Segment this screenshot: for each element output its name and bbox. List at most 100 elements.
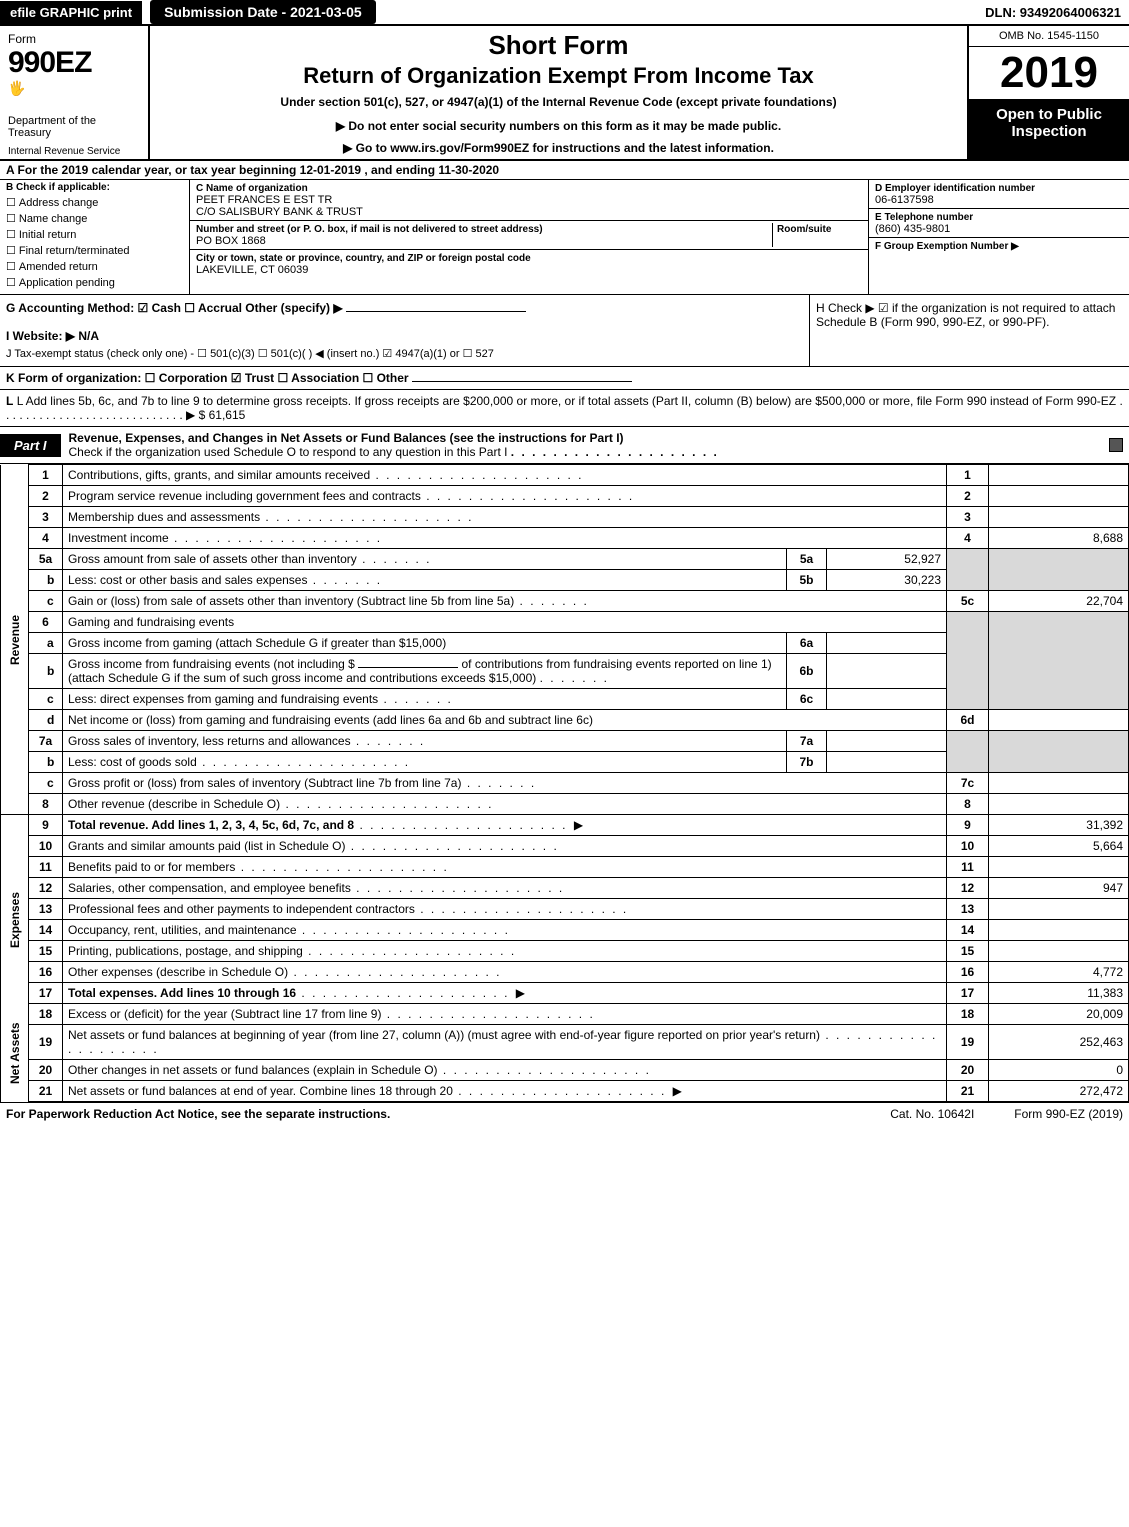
omb-number: OMB No. 1545-1150 [969, 26, 1129, 47]
row-k-form-org: K Form of organization: ☐ Corporation ☑ … [0, 367, 1129, 390]
line-5a-num: 5a [29, 549, 63, 570]
part-1-subtitle: Check if the organization used Schedule … [69, 445, 508, 459]
org-name-line2: C/O SALISBURY BANK & TRUST [196, 206, 363, 218]
line-5a-mini: 5a [787, 549, 827, 570]
line-7a-num: 7a [29, 731, 63, 752]
line-19-num: 19 [29, 1025, 63, 1060]
line-17-box: 17 [947, 983, 989, 1004]
line-6a-num: a [29, 633, 63, 654]
line-3-desc: Membership dues and assessments [68, 510, 473, 524]
line-17-desc: Total expenses. Add lines 10 through 16 [68, 986, 296, 1000]
form-header: Form 990EZ 🖐 Department of the Treasury … [0, 26, 1129, 161]
line-7b-num: b [29, 752, 63, 773]
chk-application-pending[interactable]: Application pending [6, 276, 183, 289]
dln-text: DLN: 93492064006321 [977, 1, 1129, 24]
phone-value: (860) 435-9801 [875, 223, 950, 235]
row-5b: b Less: cost or other basis and sales ex… [1, 570, 1129, 591]
line-5c-val: 22,704 [989, 591, 1129, 612]
line-7a-desc: Gross sales of inventory, less returns a… [68, 734, 425, 748]
chk-amended-return[interactable]: Amended return [6, 260, 183, 273]
chk-name-change[interactable]: Name change [6, 212, 183, 225]
page-footer: For Paperwork Reduction Act Notice, see … [0, 1102, 1129, 1125]
line-3-num: 3 [29, 507, 63, 528]
city-value: LAKEVILLE, CT 06039 [196, 264, 308, 276]
do-not-enter-text: ▶ Do not enter social security numbers o… [160, 119, 957, 133]
line-6a-mv [827, 633, 947, 654]
line-15-val [989, 941, 1129, 962]
line-2-val [989, 486, 1129, 507]
group-exemption-label: F Group Exemption Number ▶ [875, 241, 1019, 252]
org-name: PEET FRANCES E EST TR [196, 194, 332, 206]
row-1: Revenue 1 Contributions, gifts, grants, … [1, 465, 1129, 486]
chk-initial-return[interactable]: Initial return [6, 228, 183, 241]
row-4: 4 Investment income 4 8,688 [1, 528, 1129, 549]
accounting-method: G Accounting Method: ☑ Cash ☐ Accrual Ot… [6, 301, 343, 315]
row-7c: c Gross profit or (loss) from sales of i… [1, 773, 1129, 794]
line-4-box: 4 [947, 528, 989, 549]
line-19-val: 252,463 [989, 1025, 1129, 1060]
line-6b-num: b [29, 654, 63, 689]
line-2-desc: Program service revenue including govern… [68, 489, 634, 503]
row-10: Expenses 10 Grants and similar amounts p… [1, 836, 1129, 857]
city-label: City or town, state or province, country… [196, 253, 531, 264]
line-5a-mv: 52,927 [827, 549, 947, 570]
line-1-val [989, 465, 1129, 486]
line-7b-mv [827, 752, 947, 773]
line-11-val [989, 857, 1129, 878]
open-to-public-badge: Open to Public Inspection [969, 100, 1129, 159]
line-18-val: 20,009 [989, 1004, 1129, 1025]
line-5b-mv: 30,223 [827, 570, 947, 591]
org-name-block: C Name of organization PEET FRANCES E ES… [190, 180, 868, 221]
row-2: 2 Program service revenue including gove… [1, 486, 1129, 507]
line-4-desc: Investment income [68, 531, 382, 545]
chk-final-return[interactable]: Final return/terminated [6, 244, 183, 257]
line-21-num: 21 [29, 1081, 63, 1102]
row-9: 9 Total revenue. Add lines 1, 2, 3, 4, 5… [1, 815, 1129, 836]
row-6b: b Gross income from fundraising events (… [1, 654, 1129, 689]
chk-address-change[interactable]: Address change [6, 196, 183, 209]
line-21-val: 272,472 [989, 1081, 1129, 1102]
street-label: Number and street (or P. O. box, if mail… [196, 224, 543, 235]
line-6d-box: 6d [947, 710, 989, 731]
street-value: PO BOX 1868 [196, 235, 266, 247]
line-11-box: 11 [947, 857, 989, 878]
footer-catno: Cat. No. 10642I [890, 1107, 974, 1121]
line-5b-mini: 5b [787, 570, 827, 591]
row-12: 12 Salaries, other compensation, and emp… [1, 878, 1129, 899]
line-13-val [989, 899, 1129, 920]
line-4-val: 8,688 [989, 528, 1129, 549]
group-exemption-block: F Group Exemption Number ▶ [869, 238, 1129, 254]
part-1-checkbox[interactable] [1109, 438, 1123, 452]
line-6c-mv [827, 689, 947, 710]
row-g-h: G Accounting Method: ☑ Cash ☐ Accrual Ot… [0, 295, 1129, 367]
line-9-val: 31,392 [989, 815, 1129, 836]
header-right: OMB No. 1545-1150 2019 Open to Public In… [969, 26, 1129, 159]
line-a-tax-year: A For the 2019 calendar year, or tax yea… [0, 161, 1129, 180]
row-h: H Check ▶ ☑ if the organization is not r… [809, 295, 1129, 366]
line-18-box: 18 [947, 1004, 989, 1025]
row-l-gross-receipts: L L Add lines 5b, 6c, and 7b to line 9 t… [0, 390, 1129, 427]
line-7a-mini: 7a [787, 731, 827, 752]
line-14-num: 14 [29, 920, 63, 941]
part-1-badge: Part I [0, 434, 61, 457]
h-check-text: H Check ▶ ☑ if the organization is not r… [816, 301, 1115, 329]
footer-form: Form 990-EZ (2019) [1014, 1107, 1123, 1121]
line-6d-val [989, 710, 1129, 731]
shade-5v [989, 549, 1129, 570]
row-8: 8 Other revenue (describe in Schedule O)… [1, 794, 1129, 815]
header-center: Short Form Return of Organization Exempt… [150, 26, 969, 159]
line-15-box: 15 [947, 941, 989, 962]
line-14-desc: Occupancy, rent, utilities, and maintena… [68, 923, 510, 937]
line-13-box: 13 [947, 899, 989, 920]
line-5c-desc: Gain or (loss) from sale of assets other… [68, 594, 589, 608]
line-9-num: 9 [29, 815, 63, 836]
row-5c: c Gain or (loss) from sale of assets oth… [1, 591, 1129, 612]
line-12-desc: Salaries, other compensation, and employ… [68, 881, 564, 895]
line-8-desc: Other revenue (describe in Schedule O) [68, 797, 493, 811]
efile-badge[interactable]: efile GRAPHIC print [0, 1, 142, 24]
line-8-val [989, 794, 1129, 815]
goto-link-text[interactable]: ▶ Go to www.irs.gov/Form990EZ for instru… [160, 141, 957, 155]
line-4-num: 4 [29, 528, 63, 549]
line-12-val: 947 [989, 878, 1129, 899]
line-8-box: 8 [947, 794, 989, 815]
